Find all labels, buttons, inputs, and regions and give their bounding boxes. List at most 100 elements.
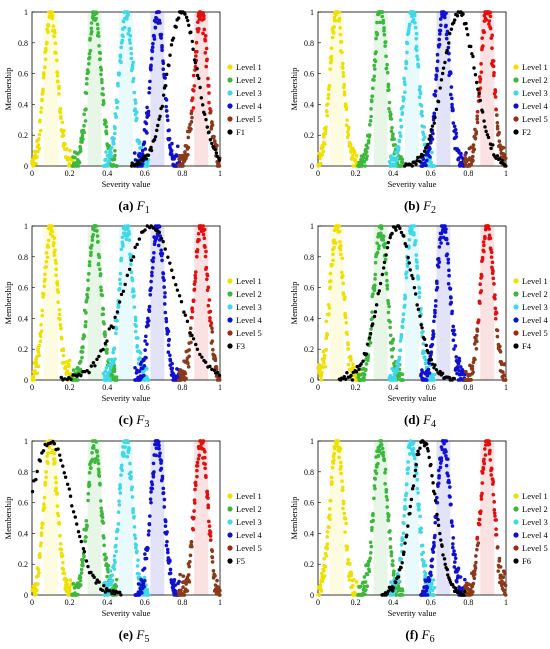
data-point <box>501 588 506 592</box>
legend-entry: F4 <box>522 341 532 351</box>
data-point <box>149 500 153 505</box>
data-point <box>380 272 385 277</box>
data-point <box>493 306 498 311</box>
data-point <box>100 77 104 82</box>
data-point <box>444 449 448 454</box>
series-level-5 <box>463 224 508 382</box>
data-point <box>165 114 170 118</box>
x-tick-label: 0 <box>30 383 34 392</box>
data-point <box>164 109 169 113</box>
data-point <box>37 571 41 575</box>
data-point <box>192 498 197 502</box>
data-point <box>158 114 162 119</box>
data-point <box>430 137 435 141</box>
data-point <box>146 323 150 328</box>
data-point <box>201 103 205 107</box>
data-point <box>113 357 117 361</box>
data-point <box>414 36 419 41</box>
data-point <box>337 16 342 21</box>
data-point <box>50 224 54 228</box>
data-point <box>405 50 409 55</box>
data-point <box>486 224 490 228</box>
data-point <box>381 266 386 270</box>
data-point <box>368 556 372 561</box>
data-point <box>401 378 406 382</box>
data-point <box>128 33 133 38</box>
y-tick-label: 0.6 <box>18 499 28 508</box>
data-point <box>417 290 422 295</box>
data-point <box>337 449 342 454</box>
data-point <box>474 80 479 85</box>
data-point <box>142 566 147 571</box>
data-point <box>424 378 429 382</box>
data-point <box>374 471 379 476</box>
x-tick-label: 0.6 <box>426 169 436 178</box>
data-point <box>44 265 49 269</box>
data-point <box>131 510 135 515</box>
data-point <box>45 40 49 45</box>
data-point <box>373 59 378 64</box>
data-point <box>168 571 173 575</box>
data-point <box>166 550 170 555</box>
data-point <box>352 150 357 155</box>
data-point <box>402 521 406 526</box>
data-point <box>146 318 151 323</box>
data-point <box>38 339 43 344</box>
data-point <box>41 89 45 94</box>
data-point <box>207 130 211 134</box>
data-point <box>440 371 445 376</box>
data-point <box>57 92 61 96</box>
data-point <box>432 164 437 168</box>
data-point <box>354 370 359 374</box>
legend-entry: Level 2 <box>522 504 548 514</box>
data-point <box>327 513 332 518</box>
legend-entry: F3 <box>236 341 245 351</box>
data-point <box>129 258 134 262</box>
data-point <box>114 536 119 541</box>
data-point <box>143 228 147 232</box>
data-point <box>371 86 375 91</box>
data-point <box>135 116 139 121</box>
data-point <box>391 586 396 590</box>
y-tick-label: 1 <box>310 8 314 17</box>
data-point <box>132 515 136 520</box>
data-point <box>61 567 66 572</box>
x-tick-label: 0.4 <box>388 169 398 178</box>
data-point <box>438 465 443 470</box>
data-point <box>91 360 96 365</box>
data-point <box>434 74 439 79</box>
data-point <box>488 236 493 240</box>
data-point <box>196 457 201 461</box>
data-point <box>166 255 170 259</box>
data-point <box>416 449 420 453</box>
series-level-5 <box>176 224 222 382</box>
data-point <box>454 131 459 136</box>
data-point <box>150 486 155 491</box>
data-point <box>42 506 47 510</box>
data-point <box>124 237 129 242</box>
data-point <box>119 593 123 597</box>
data-point <box>479 289 484 293</box>
y-tick-label: 0.6 <box>18 70 28 79</box>
data-point <box>332 458 336 463</box>
data-point <box>417 502 421 507</box>
data-point <box>400 593 405 597</box>
data-point <box>135 564 140 568</box>
data-point <box>424 442 429 446</box>
data-point <box>433 492 437 496</box>
data-point <box>68 148 72 153</box>
data-point <box>332 451 336 456</box>
data-point <box>131 289 136 293</box>
data-point <box>421 342 426 346</box>
x-tick-label: 0 <box>316 169 320 178</box>
data-point <box>389 129 394 134</box>
data-point <box>169 148 174 153</box>
data-point <box>203 360 208 364</box>
data-point <box>397 355 402 360</box>
data-point <box>213 573 217 578</box>
legend-marker <box>227 116 233 122</box>
data-point <box>80 140 84 144</box>
data-point <box>142 575 147 580</box>
data-point <box>439 538 443 542</box>
data-point <box>81 345 85 350</box>
